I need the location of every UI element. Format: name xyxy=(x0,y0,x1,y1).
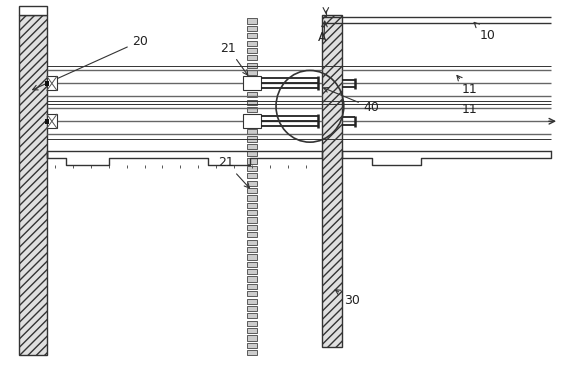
Bar xyxy=(247,328,257,333)
Bar xyxy=(247,48,257,53)
Bar xyxy=(247,173,257,178)
Bar xyxy=(247,158,257,164)
Bar xyxy=(247,107,257,112)
Bar xyxy=(247,313,257,318)
Text: 30: 30 xyxy=(335,290,359,307)
Bar xyxy=(247,41,257,46)
Bar xyxy=(247,114,257,119)
Text: A: A xyxy=(318,30,326,44)
Bar xyxy=(247,144,257,149)
Bar xyxy=(247,18,257,24)
Bar xyxy=(247,151,257,156)
Bar xyxy=(247,269,257,274)
Bar xyxy=(247,217,257,223)
Bar xyxy=(247,122,257,127)
Bar xyxy=(45,119,49,124)
Bar xyxy=(247,33,257,38)
Bar xyxy=(45,81,49,86)
Text: 40: 40 xyxy=(324,87,379,114)
Bar xyxy=(247,195,257,201)
Bar xyxy=(247,350,257,355)
Text: 11: 11 xyxy=(457,75,477,96)
Bar xyxy=(247,26,257,31)
Bar xyxy=(247,284,257,289)
Bar xyxy=(247,232,257,238)
Bar xyxy=(19,15,47,355)
Bar xyxy=(247,55,257,60)
Bar xyxy=(247,343,257,348)
Bar xyxy=(247,321,257,326)
Bar xyxy=(243,114,261,128)
Text: 20: 20 xyxy=(33,34,149,90)
Bar xyxy=(247,166,257,171)
Bar xyxy=(247,291,257,296)
Bar xyxy=(247,63,257,68)
Text: 21: 21 xyxy=(218,156,249,188)
Bar xyxy=(247,85,257,90)
Bar xyxy=(247,335,257,341)
Bar xyxy=(19,6,47,15)
Bar xyxy=(247,225,257,230)
Bar xyxy=(247,188,257,193)
Bar xyxy=(47,76,57,90)
Bar xyxy=(247,137,257,142)
Bar xyxy=(247,77,257,83)
Text: 21: 21 xyxy=(221,41,248,75)
Bar xyxy=(247,92,257,97)
Bar xyxy=(247,203,257,208)
Bar xyxy=(322,15,342,347)
Bar xyxy=(247,240,257,245)
Bar xyxy=(247,306,257,311)
Bar xyxy=(247,100,257,105)
Bar xyxy=(247,70,257,75)
Bar xyxy=(247,299,257,304)
Bar xyxy=(243,76,261,90)
Bar xyxy=(247,247,257,252)
Bar xyxy=(247,276,257,281)
Bar xyxy=(247,262,257,267)
Bar xyxy=(47,114,57,128)
Bar xyxy=(247,180,257,186)
Bar xyxy=(247,210,257,215)
Bar xyxy=(247,129,257,134)
Text: 11: 11 xyxy=(462,103,477,116)
Bar xyxy=(247,254,257,259)
Text: 10: 10 xyxy=(474,22,495,42)
